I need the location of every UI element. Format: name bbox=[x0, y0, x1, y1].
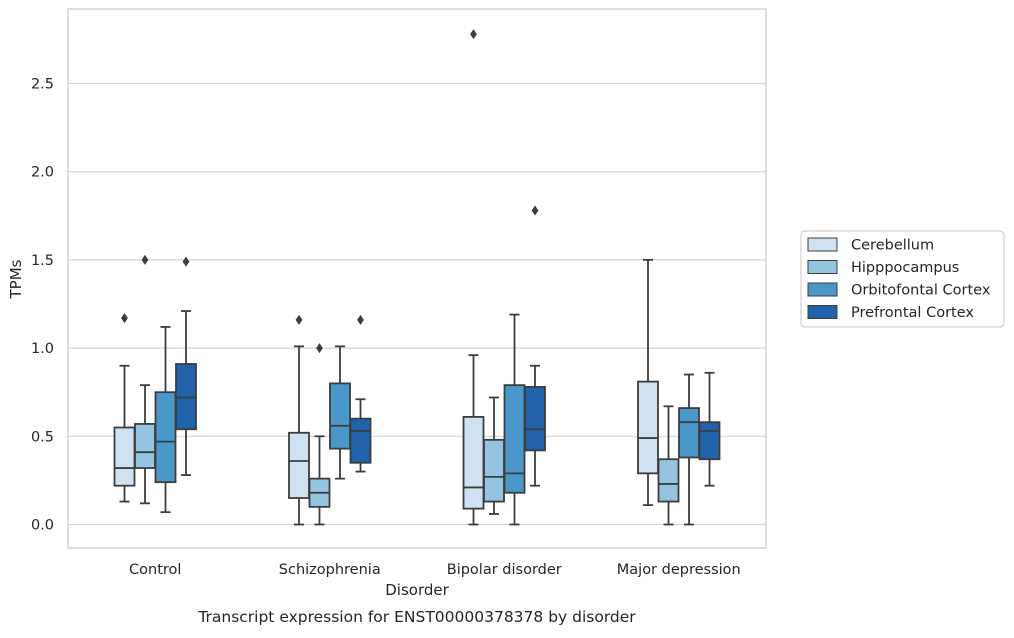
chart-caption: Transcript expression for ENST0000037837… bbox=[197, 608, 636, 626]
outlier-marker bbox=[316, 343, 323, 354]
box-2-3 bbox=[524, 205, 546, 487]
box-body bbox=[134, 423, 156, 469]
legend-item: Prefrontal Cortex bbox=[807, 305, 974, 321]
box-body bbox=[503, 384, 526, 494]
plot-boxes bbox=[113, 29, 721, 526]
x-tick-label: Control bbox=[129, 562, 181, 578]
box-body bbox=[288, 431, 310, 499]
legend-swatch bbox=[807, 260, 838, 274]
plot-frame bbox=[67, 8, 767, 549]
box-2-2 bbox=[503, 313, 526, 526]
box-2-0 bbox=[462, 29, 485, 526]
legend-item: Cerebellum bbox=[807, 237, 934, 254]
legend-swatch bbox=[807, 305, 838, 319]
outlier-marker bbox=[531, 205, 539, 216]
legend: Cerebellum Hipppocampus Orbitofontal Corte… bbox=[800, 230, 1005, 328]
legend-swatch bbox=[807, 237, 838, 252]
box-0-2 bbox=[154, 326, 177, 514]
y-tick-labels: 0.0 0.5 1.0 1.5 2.0 2.5 bbox=[31, 77, 54, 534]
outlier-marker bbox=[182, 256, 190, 267]
box-body bbox=[698, 421, 721, 461]
legend-frame bbox=[800, 230, 1005, 328]
box-0-3 bbox=[175, 256, 197, 477]
x-tick-label: Schizophrenia bbox=[279, 562, 381, 578]
box-body bbox=[678, 407, 700, 459]
box-1-3 bbox=[349, 314, 372, 473]
x-axis-label: Disorder bbox=[385, 581, 449, 599]
box-body bbox=[113, 426, 136, 487]
box-1-2 bbox=[329, 345, 351, 480]
box-1-1 bbox=[308, 343, 331, 526]
box-0-0 bbox=[113, 313, 136, 503]
box-1-0 bbox=[288, 314, 310, 526]
legend-swatch bbox=[807, 282, 838, 297]
box-2-1 bbox=[483, 396, 505, 515]
box-body bbox=[349, 417, 372, 464]
legend-label: Hipppocampus bbox=[851, 260, 959, 276]
x-tick-label: Bipolar disorder bbox=[447, 562, 562, 578]
box-body bbox=[483, 438, 505, 503]
x-tick-labels: Control Schizophrenia Bipolar disorder Majo… bbox=[129, 562, 741, 578]
y-axis-label: TPMs bbox=[7, 259, 25, 299]
y-tick-label: 2.0 bbox=[31, 165, 54, 181]
box-body bbox=[462, 415, 485, 510]
box-3-1 bbox=[657, 405, 680, 526]
x-tick-label: Major depression bbox=[617, 562, 741, 578]
box-0-1 bbox=[134, 254, 156, 505]
y-tick-label: 0.5 bbox=[31, 429, 54, 445]
legend-label: Orbitofontal Cortex bbox=[851, 283, 991, 299]
outlier-marker bbox=[295, 314, 303, 325]
outlier-marker bbox=[141, 254, 149, 265]
outlier-marker bbox=[121, 313, 128, 324]
legend-item: Orbitofontal Cortex bbox=[807, 282, 991, 299]
y-tick-label: 1.5 bbox=[31, 253, 54, 269]
legend-label: Cerebellum bbox=[851, 238, 934, 254]
box-body bbox=[657, 458, 680, 503]
box-body bbox=[154, 391, 177, 484]
legend-label: Prefrontal Cortex bbox=[851, 305, 974, 321]
box-body bbox=[637, 380, 659, 475]
legend-item: Hipppocampus bbox=[807, 260, 959, 276]
box-3-3 bbox=[698, 371, 721, 487]
box-body bbox=[524, 386, 546, 452]
outlier-marker bbox=[357, 314, 364, 325]
y-tick-label: 0.0 bbox=[31, 518, 54, 534]
y-tick-label: 2.5 bbox=[31, 77, 54, 93]
outlier-marker bbox=[470, 29, 477, 40]
y-tick-label: 1.0 bbox=[31, 341, 54, 357]
box-3-0 bbox=[637, 258, 659, 506]
box-body bbox=[329, 382, 351, 450]
box-3-2 bbox=[678, 373, 700, 526]
